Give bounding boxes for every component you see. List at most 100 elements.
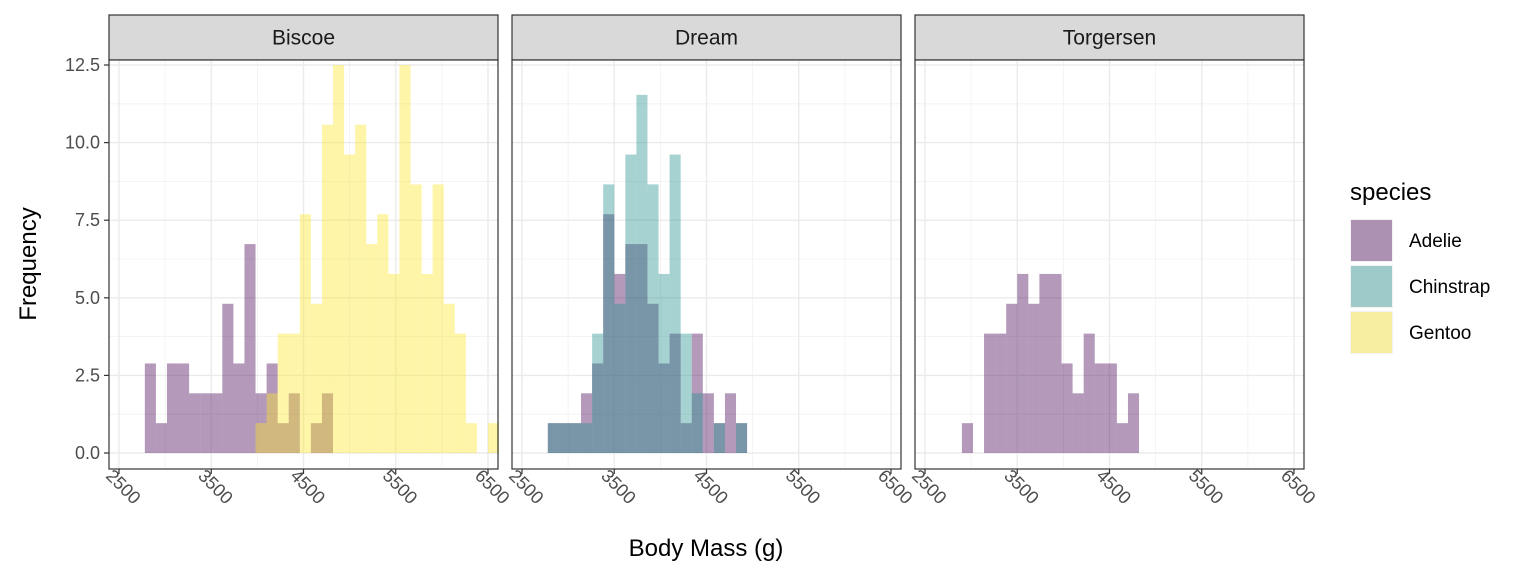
histogram-bar [288,393,300,453]
histogram-bar [547,423,559,453]
facet-panel-torgersen: Torgersen 2500 3500 4500 5500 6500 [908,14,1319,508]
histogram-bar [592,363,604,453]
legend-item-adelie: Adelie [1350,219,1462,262]
histogram-bar [647,184,659,453]
histogram-bar [344,154,356,454]
legend-label: Adelie [1409,231,1462,252]
y-tick-label: 12.5 [65,55,100,75]
histogram-bar [189,393,201,453]
histogram-bar [1028,303,1040,453]
legend-key-swatch [1351,220,1392,261]
histogram-bar [255,423,267,453]
histogram-bar [547,423,559,453]
histogram-bar [321,124,334,453]
histogram-bar [399,65,411,453]
y-tick-label: 10.0 [65,133,100,153]
panels-layer: Biscoe 2500 3500 4500 5500 6500 0.0 2.5 5.0 7.5 10… [65,14,1319,508]
legend-key-background [1350,219,1393,262]
histogram-bar [288,333,300,453]
histogram-bar [669,154,681,454]
series-chinstrap [547,94,748,454]
histogram-bar [211,393,223,453]
histogram-bar [432,184,444,453]
legend: species Adelie Chinstrap Gentoo [1350,179,1490,354]
facet-strip-label: Torgersen [1063,27,1156,50]
histogram-bar [691,333,703,453]
y-tick-label: 0.0 [75,443,100,463]
legend-title: species [1350,179,1431,206]
x-tick-label: 4500 [287,466,329,508]
histogram-bar [625,244,637,453]
histogram-bar [277,423,289,453]
histogram-bar [995,333,1007,453]
legend-label: Gentoo [1409,323,1471,344]
histogram-bar [625,154,637,454]
x-tick-label: 5500 [782,466,824,508]
histogram-bar [1116,423,1128,453]
histogram-bar [321,393,334,453]
legend-key-swatch [1351,266,1392,307]
histogram-bar [680,423,692,453]
histogram-bar [443,303,455,453]
histogram-bar [465,423,477,453]
facet-panel-biscoe: Biscoe 2500 3500 4500 5500 6500 0.0 2.5 5.0 7.5 10… [65,14,513,508]
histogram-bar [1105,363,1117,453]
x-tick-label: 4500 [690,466,732,508]
histogram-bar [569,423,582,453]
y-tick-label: 5.0 [75,288,100,308]
histogram-bar [592,333,604,453]
histogram-bar [266,363,278,453]
histogram-bar [961,423,973,453]
x-tick-label: 6500 [1277,466,1319,508]
y-tick-label: 7.5 [75,210,100,230]
histogram-bar [669,333,681,453]
histogram-bar [488,423,500,453]
histogram-bar [144,363,156,453]
facet-panel-dream: Dream 2500 3500 4500 5500 6500 [505,14,916,508]
histogram-bar [647,303,659,453]
histogram-bar [581,393,593,453]
histogram-bar [680,333,692,453]
histogram-bar [581,423,593,453]
histogram-bar [1127,393,1140,453]
histogram-bar [421,273,433,453]
histogram-bar [569,423,582,453]
x-tick-label: 6500 [874,466,916,508]
histogram-bar [558,423,570,453]
x-tick-label: 5500 [1185,466,1227,508]
y-axis-title: Frequency [15,207,42,320]
x-tick-label: 2500 [505,466,547,508]
histogram-bar [454,333,466,453]
histogram-bar [266,393,278,453]
series-adelie [961,273,1140,453]
histogram-bar [558,423,570,453]
histogram-bar [178,363,190,453]
histogram-bar [736,423,748,453]
facet-strip-label: Biscoe [272,27,335,50]
legend-key-background [1350,311,1393,354]
facet-strip-label: Dream [675,27,738,50]
histogram-bar [614,303,626,453]
histogram-bar [636,94,648,453]
histogram-bar [366,244,378,453]
histogram-bar [691,393,703,453]
histogram-bar [1061,363,1073,453]
x-tick-label: 5500 [379,466,421,508]
x-tick-label: 3500 [597,466,639,508]
x-tick-label: 6500 [471,466,513,508]
series-adelie [144,244,334,453]
histogram-bar [200,393,212,453]
x-axis-title: Body Mass (g) [629,535,784,562]
histogram-bar [355,124,367,453]
histogram-bar [984,333,996,453]
histogram-bar [377,214,389,453]
facet-strip [914,14,1305,61]
facet-strip [108,14,499,61]
histogram-bar [166,363,179,453]
histogram-bar [658,363,670,453]
histogram-bar [410,184,422,453]
histogram-bar [333,65,345,453]
histogram-bar [1039,273,1051,453]
x-tick-label: 4500 [1093,466,1135,508]
